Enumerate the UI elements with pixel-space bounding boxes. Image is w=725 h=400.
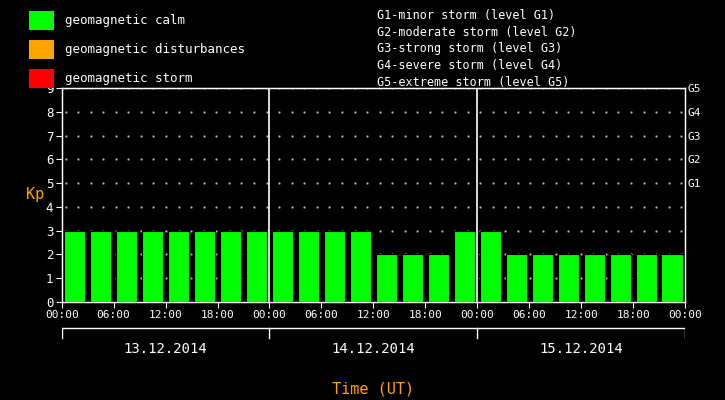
Text: Time (UT): Time (UT) (332, 381, 415, 396)
Text: 14.12.2014: 14.12.2014 (331, 342, 415, 356)
Text: G4-severe storm (level G4): G4-severe storm (level G4) (377, 59, 563, 72)
Bar (142, 231, 163, 302)
Text: 13.12.2014: 13.12.2014 (124, 342, 207, 356)
Text: geomagnetic storm: geomagnetic storm (65, 72, 193, 85)
Bar (90, 231, 111, 302)
Bar (610, 254, 631, 302)
Text: geomagnetic calm: geomagnetic calm (65, 14, 186, 27)
Bar (246, 231, 267, 302)
Bar (29, 10, 54, 30)
Bar (480, 231, 501, 302)
Bar (505, 254, 527, 302)
Bar (349, 231, 371, 302)
Bar (298, 231, 319, 302)
Bar (454, 231, 475, 302)
Text: 15.12.2014: 15.12.2014 (539, 342, 623, 356)
Bar (324, 231, 345, 302)
Text: G1-minor storm (level G1): G1-minor storm (level G1) (377, 9, 555, 22)
Bar (29, 69, 54, 88)
Bar (194, 231, 215, 302)
Text: G3-strong storm (level G3): G3-strong storm (level G3) (377, 42, 563, 55)
Text: G2-moderate storm (level G2): G2-moderate storm (level G2) (377, 26, 576, 38)
Bar (402, 254, 423, 302)
Bar (558, 254, 579, 302)
Bar (116, 231, 137, 302)
Bar (272, 231, 293, 302)
Bar (661, 254, 683, 302)
Bar (428, 254, 449, 302)
Bar (376, 254, 397, 302)
Text: G5-extreme storm (level G5): G5-extreme storm (level G5) (377, 76, 569, 89)
Bar (64, 231, 86, 302)
Bar (531, 254, 553, 302)
Text: geomagnetic disturbances: geomagnetic disturbances (65, 43, 245, 56)
Bar (636, 254, 657, 302)
Bar (220, 231, 241, 302)
Bar (168, 231, 189, 302)
Bar (29, 40, 54, 59)
Bar (584, 254, 605, 302)
Y-axis label: Kp: Kp (25, 188, 44, 202)
